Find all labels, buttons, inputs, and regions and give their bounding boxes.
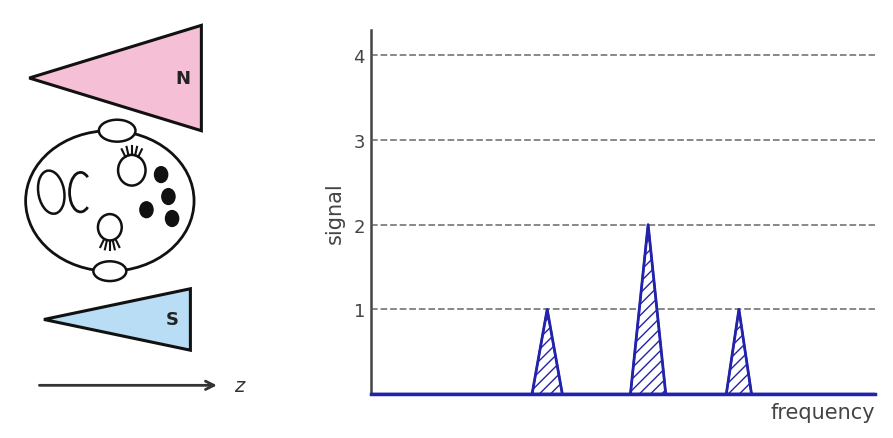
Ellipse shape <box>38 171 64 214</box>
Polygon shape <box>29 26 202 131</box>
Ellipse shape <box>26 131 194 272</box>
Polygon shape <box>44 289 190 350</box>
Polygon shape <box>726 310 752 394</box>
Ellipse shape <box>99 120 136 142</box>
Polygon shape <box>532 310 563 394</box>
Y-axis label: signal: signal <box>325 182 346 243</box>
Ellipse shape <box>94 261 126 281</box>
Circle shape <box>162 189 175 205</box>
Polygon shape <box>630 225 666 394</box>
Ellipse shape <box>118 155 146 186</box>
Text: S: S <box>165 311 179 329</box>
Circle shape <box>165 211 179 227</box>
Text: z: z <box>234 376 245 395</box>
Text: N: N <box>176 70 190 88</box>
X-axis label: frequency: frequency <box>771 403 875 423</box>
Ellipse shape <box>98 215 121 241</box>
Circle shape <box>140 202 153 218</box>
Circle shape <box>154 167 168 183</box>
